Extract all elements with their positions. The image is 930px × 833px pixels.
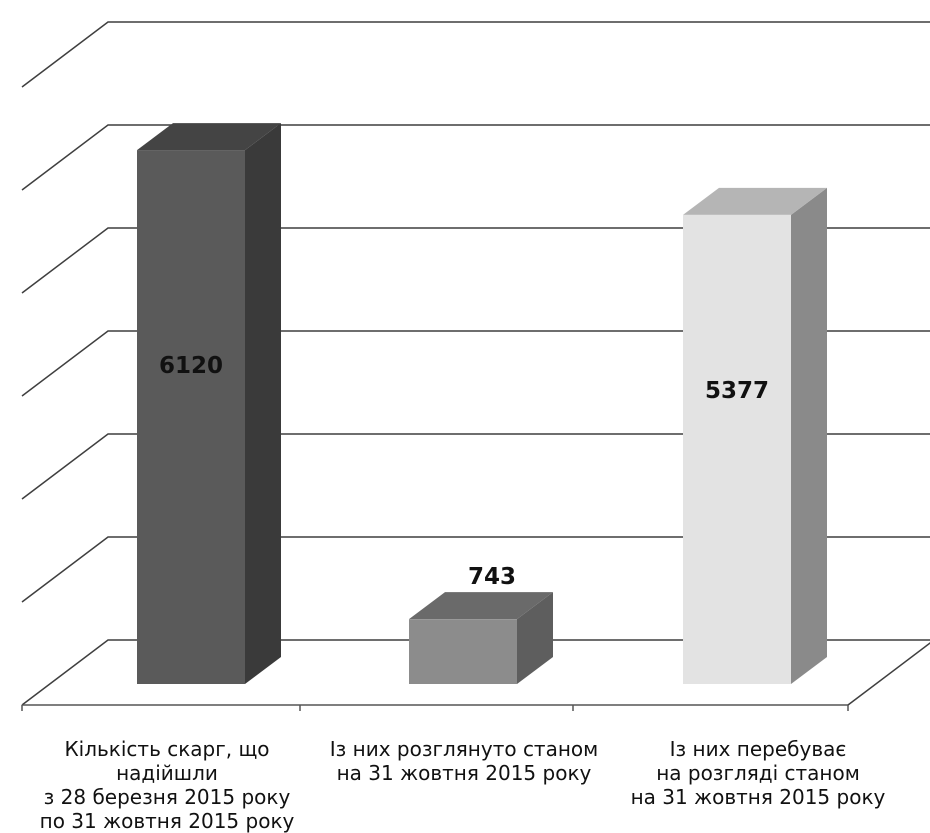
bar-side [517,592,553,684]
gridline [21,21,930,88]
bar [683,187,827,684]
bar-top [683,187,827,215]
gridline [21,536,930,603]
bar-front [683,214,791,684]
bar [409,592,553,684]
bar-side [245,123,281,684]
gridline [21,433,930,500]
bar-front [137,150,245,684]
value-label: 5377 [705,378,769,404]
value-label: 6120 [159,353,223,379]
bar [137,123,281,684]
floor-edge-right [847,642,930,706]
gridline [21,639,930,706]
bar-front [409,619,517,684]
value-label: 743 [468,564,516,590]
category-label-2: Із них перебуває на розгляді станом на 3… [630,737,886,809]
gridline [21,227,930,294]
gridline [21,124,930,191]
gridline [21,330,930,397]
value-labels: 6120 743 5377 [159,353,769,590]
bar-top [409,592,553,620]
bars [137,123,827,684]
gridlines [21,21,930,711]
bar-top [137,123,281,151]
category-label-1: Із них розглянуто станом на 31 жовтня 20… [329,737,599,785]
bar-side [791,187,827,684]
